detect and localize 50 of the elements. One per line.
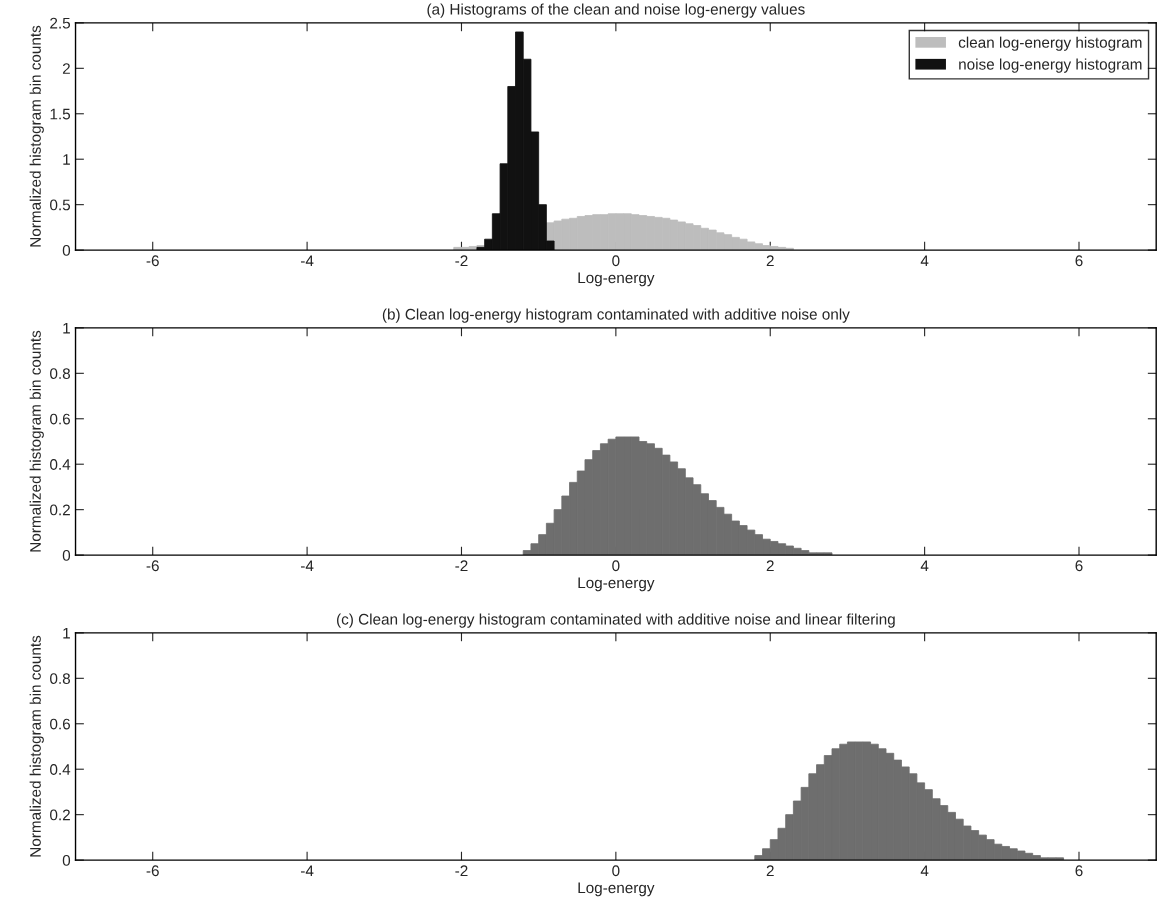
y-tick-label: 0 bbox=[62, 549, 71, 561]
x-tick-label: 2 bbox=[766, 255, 774, 267]
x-tick-label: -4 bbox=[300, 865, 314, 877]
y-tick-label: 0.5 bbox=[50, 199, 71, 211]
y-tick-label: 1 bbox=[63, 322, 70, 334]
x-tick-label: 0 bbox=[612, 560, 620, 572]
y-tick-label: 0.2 bbox=[50, 504, 70, 516]
y-tick-label: 1 bbox=[63, 627, 70, 639]
y-tick-label: 0.4 bbox=[50, 764, 71, 775]
y-tick-label: 0 bbox=[62, 854, 71, 866]
x-tick-label: 0 bbox=[612, 255, 620, 267]
y-tick-label: 0.6 bbox=[50, 413, 70, 425]
chart-title: (b) Clean log-energy histogram contaminated with additive noise only bbox=[382, 308, 850, 323]
x-tick-label: -6 bbox=[146, 560, 159, 572]
y-tick-label: 1.5 bbox=[50, 108, 71, 120]
x-tick-label: -2 bbox=[455, 560, 468, 572]
x-tick-label: 0 bbox=[612, 865, 620, 877]
y-tick-label: 0.8 bbox=[50, 673, 71, 685]
y-axis-title: Normalized histogram bin counts bbox=[29, 25, 44, 247]
y-tick-label: 0.6 bbox=[50, 718, 70, 730]
x-tick-label: -4 bbox=[300, 255, 314, 267]
x-tick-label: 4 bbox=[920, 255, 929, 267]
x-tick-label: 2 bbox=[766, 865, 774, 877]
y-tick-label: 0 bbox=[62, 244, 71, 256]
x-tick-label: -2 bbox=[455, 255, 468, 267]
x-tick-label: -6 bbox=[146, 865, 159, 877]
x-tick-label: 6 bbox=[1075, 255, 1083, 267]
y-tick-label: 2 bbox=[62, 63, 70, 74]
x-tick-label: 6 bbox=[1075, 560, 1083, 572]
x-axis-title: Log-energy bbox=[578, 882, 655, 897]
y-tick-label: 0.2 bbox=[50, 809, 70, 821]
legend-label: noise log-energy histogram bbox=[959, 58, 1142, 73]
y-tick-label: 0.4 bbox=[50, 459, 71, 470]
legend-label: clean log-energy histogram bbox=[958, 36, 1142, 51]
y-tick-label: 2.5 bbox=[50, 17, 71, 29]
x-tick-label: 4 bbox=[920, 560, 929, 572]
y-tick-label: 1 bbox=[63, 154, 70, 165]
y-axis-title: Normalized histogram bin counts bbox=[29, 330, 44, 552]
x-tick-label: -2 bbox=[455, 865, 468, 877]
y-tick-label: 0.8 bbox=[50, 368, 71, 380]
x-axis-title: Log-energy bbox=[578, 272, 655, 287]
x-tick-label: -4 bbox=[300, 560, 314, 572]
x-tick-label: 6 bbox=[1075, 865, 1083, 877]
x-tick-label: 4 bbox=[920, 865, 929, 877]
x-axis-title: Log-energy bbox=[578, 577, 655, 592]
chart-title: (a) Histograms of the clean and noise log-energy values bbox=[427, 3, 805, 18]
y-axis-title: Normalized histogram bin counts bbox=[29, 635, 44, 857]
x-tick-label: -6 bbox=[146, 255, 159, 267]
chart-title: (c) Clean log-energy histogram contaminated with additive noise and linear filtering bbox=[337, 613, 895, 628]
x-tick-label: 2 bbox=[766, 560, 774, 572]
